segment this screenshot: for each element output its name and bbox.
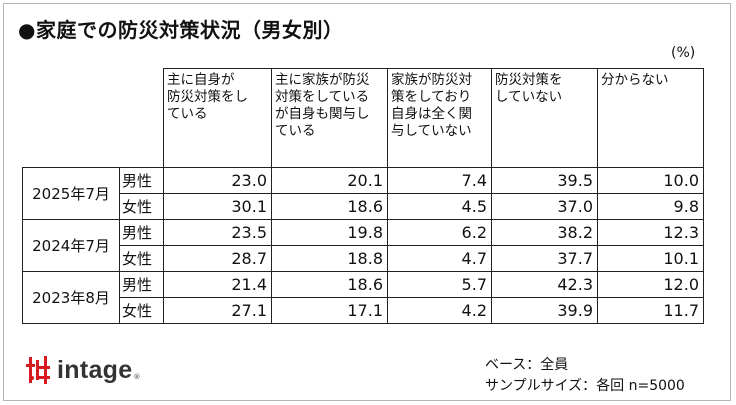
year-cell: 2024年7月: [22, 219, 120, 272]
value-cell: 23.5: [163, 219, 272, 246]
column-header: 家族が防災対 策をしており 自身は全く関 与していない: [387, 68, 492, 168]
page-title: ●家庭での防災対策状況（男女別）: [18, 18, 344, 42]
value-cell: 4.5: [387, 193, 492, 220]
base-note: ベース：全員: [485, 357, 569, 373]
value-cell: 18.6: [271, 193, 388, 220]
value-cell: 20.1: [271, 167, 388, 194]
sex-cell: 男性: [119, 219, 164, 246]
value-cell: 28.7: [163, 245, 272, 272]
table-row: 女性 28.7 18.8 4.7 37.7 10.1: [23, 245, 704, 272]
value-cell: 7.4: [387, 167, 492, 194]
value-cell: 39.9: [491, 297, 598, 324]
table-row: 2023年8月 男性 21.4 18.6 5.7 42.3 12.0: [22, 271, 704, 324]
table-row: 2025年7月 男性 23.0 20.1 7.4 39.5 10.0: [22, 167, 704, 220]
value-cell: 38.2: [491, 219, 598, 246]
value-cell: 11.7: [597, 297, 704, 324]
value-cell: 37.0: [491, 193, 598, 220]
sex-cell: 男性: [119, 271, 164, 298]
value-cell: 12.3: [597, 219, 704, 246]
value-cell: 42.3: [491, 271, 598, 298]
value-cell: 4.7: [387, 245, 492, 272]
value-cell: 6.2: [387, 219, 492, 246]
value-cell: 37.7: [491, 245, 598, 272]
value-cell: 27.1: [163, 297, 272, 324]
sex-cell: 女性: [119, 297, 164, 324]
figure-frame: ●家庭での防災対策状況（男女別） (%) 主に自身が 防災対策をし ている 主に…: [3, 3, 731, 401]
sex-cell: 男性: [119, 167, 164, 194]
value-cell: 10.0: [597, 167, 704, 194]
sex-cell: 女性: [119, 193, 164, 220]
column-header: 防災対策を していない: [491, 68, 598, 168]
value-cell: 23.0: [163, 167, 272, 194]
year-cell: 2023年8月: [22, 271, 120, 324]
value-cell: 19.8: [271, 219, 388, 246]
unit-label: (%): [671, 45, 696, 61]
table-row: 女性 30.1 18.6 4.5 37.0 9.8: [23, 193, 704, 220]
intage-logo-icon: [26, 356, 50, 384]
value-cell: 18.8: [271, 245, 388, 272]
value-cell: 4.2: [387, 297, 492, 324]
table-row: 2024年7月 男性 23.5 19.8 6.2 38.2 12.3: [22, 219, 704, 272]
value-cell: 21.4: [163, 271, 272, 298]
value-cell: 9.8: [597, 193, 704, 220]
value-cell: 30.1: [163, 193, 272, 220]
intage-logo: intage ®: [26, 353, 140, 387]
registered-mark: ®: [133, 373, 141, 381]
value-cell: 39.5: [491, 167, 598, 194]
logo-text: intage: [57, 355, 133, 384]
corner-cell: [22, 68, 120, 168]
column-header: 主に家族が防災 対策をしている が自身も関与し ている: [271, 68, 388, 168]
value-cell: 18.6: [271, 271, 388, 298]
column-header: 分からない: [597, 68, 704, 168]
header-row: 主に自身が 防災対策をし ている 主に家族が防災 対策をしている が自身も関与し…: [22, 68, 704, 168]
value-cell: 12.0: [597, 271, 704, 298]
value-cell: 10.1: [597, 245, 704, 272]
column-header: 主に自身が 防災対策をし ている: [163, 68, 272, 168]
year-cell: 2025年7月: [22, 167, 120, 220]
corner-cell: [119, 68, 164, 168]
data-table: 主に自身が 防災対策をし ている 主に家族が防災 対策をしている が自身も関与し…: [22, 68, 704, 324]
value-cell: 5.7: [387, 271, 492, 298]
value-cell: 17.1: [271, 297, 388, 324]
sample-size-note: サンプルサイズ：各回 n=5000: [485, 378, 685, 394]
sex-cell: 女性: [119, 245, 164, 272]
table-row: 女性 27.1 17.1 4.2 39.9 11.7: [23, 297, 704, 324]
